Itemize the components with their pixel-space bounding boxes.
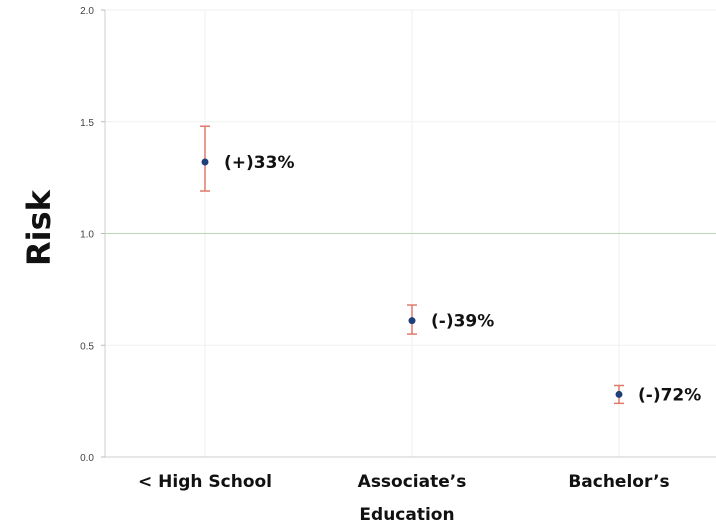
x-tick-label: < High School (138, 472, 272, 492)
y-tick-label: 2.0 (80, 6, 94, 17)
data-marks: (+)33% (-)39% (-)72% (200, 125, 701, 405)
data-label: (-)72% (638, 385, 701, 405)
data-point (201, 158, 209, 166)
y-tick-label: 0.5 (80, 341, 94, 352)
y-tick-label: 1.5 (80, 118, 94, 129)
data-point (408, 317, 416, 325)
x-tick-label: Bachelor’s (568, 472, 669, 492)
x-tick-labels: < High School Associate’s Bachelor’s (138, 472, 670, 492)
x-tick-label: Associate’s (358, 472, 467, 492)
y-tick-label: 0.0 (80, 453, 94, 464)
y-tick-label: 1.0 (80, 230, 94, 241)
y-axis-label: Risk (20, 189, 58, 266)
x-axis-label: Education (359, 505, 454, 525)
y-tick-labels: 0.0 0.5 1.0 1.5 2.0 (80, 6, 105, 464)
data-label: (-)39% (431, 312, 494, 332)
data-label: (+)33% (224, 153, 294, 173)
data-point (615, 390, 623, 398)
